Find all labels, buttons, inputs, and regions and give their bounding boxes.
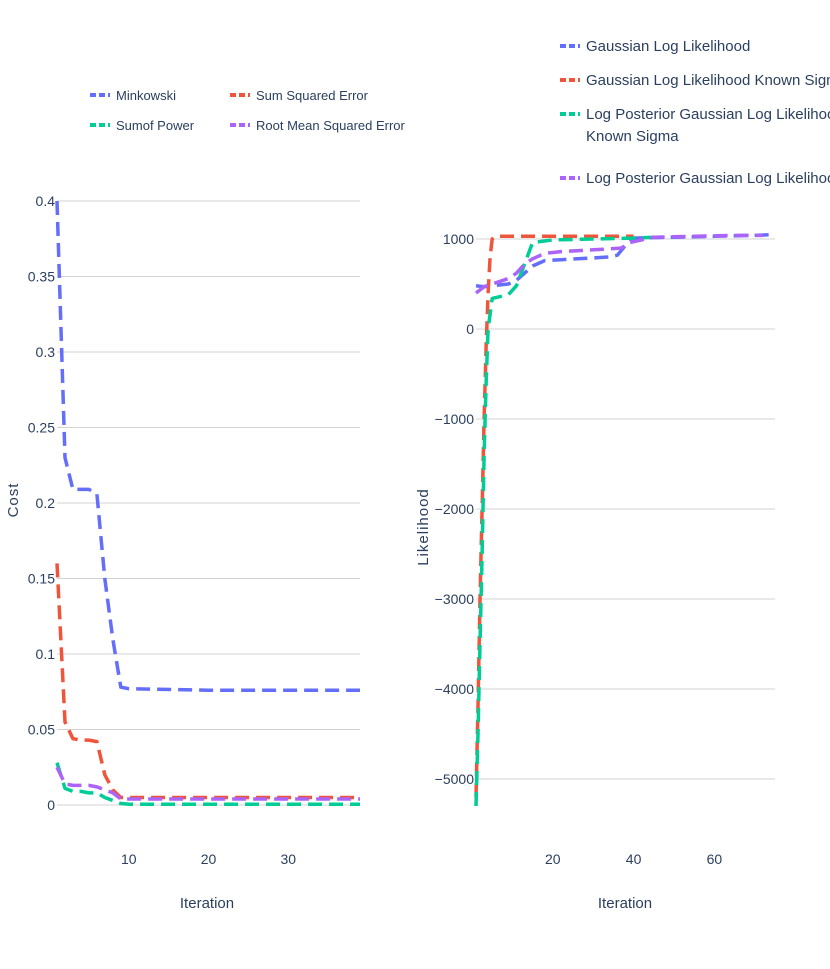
right-series-line <box>474 235 654 807</box>
right-x-ticks: 20 40 60 <box>545 851 722 867</box>
right-y-tick-label: −5000 <box>435 771 475 787</box>
right-legend-label: Log Posterior Gaussian Log Likelihood <box>586 170 830 187</box>
right-y-tick-label: −1000 <box>435 411 475 427</box>
left-legend-label: Sumof Power <box>116 118 195 133</box>
left-y-ticks: 0 0.05 0.1 0.15 0.2 0.25 0.3 0.35 0.4 <box>28 193 55 813</box>
left-grid <box>57 200 360 806</box>
right-y-tick-label: 1000 <box>443 231 474 247</box>
left-y-tick-label: 0.35 <box>28 269 55 285</box>
left-y-tick-label: 0.3 <box>36 344 56 360</box>
right-series-line <box>474 233 763 295</box>
right-legend-label: Gaussian Log Likelihood <box>586 38 750 55</box>
left-x-tick-label: 20 <box>201 851 217 867</box>
left-x-tick-label: 10 <box>121 851 137 867</box>
right-series <box>474 232 776 807</box>
right-x-tick-label: 40 <box>626 851 642 867</box>
left-legend: Minkowski Sum Squared Error Sumof Power Roo… <box>90 88 406 133</box>
right-x-tick-label: 20 <box>545 851 561 867</box>
left-y-tick-label: 0 <box>47 797 55 813</box>
left-y-tick-label: 0.1 <box>36 646 56 662</box>
left-x-tick-label: 30 <box>280 851 296 867</box>
left-series-line <box>55 200 360 692</box>
right-legend-label: Gaussian Log Likelihood Known Sigma <box>586 72 830 89</box>
right-y-tick-label: −4000 <box>435 681 475 697</box>
left-y-tick-label: 0.15 <box>28 571 55 587</box>
left-legend-label: Minkowski <box>116 88 176 103</box>
left-y-tick-label: 0.25 <box>28 420 55 436</box>
left-legend-label: Sum Squared Error <box>256 88 369 103</box>
left-y-tick-label: 0.4 <box>36 193 56 209</box>
left-series-line <box>55 563 360 800</box>
left-y-axis-title: Cost <box>5 483 22 518</box>
right-y-axis-title: Likelihood <box>415 488 432 566</box>
left-legend-label: Root Mean Squared Error <box>256 118 406 133</box>
right-y-tick-label: −2000 <box>435 501 475 517</box>
right-series-line <box>474 234 634 798</box>
left-series-line <box>55 766 360 801</box>
right-x-axis-title: Iteration <box>598 895 652 912</box>
right-y-tick-label: 0 <box>466 321 474 337</box>
left-x-ticks: 10 20 30 <box>121 851 296 867</box>
left-chart: 0 0.05 0.1 0.15 0.2 0.25 0.3 0.35 0.4 10 20 30 Ite… <box>5 88 406 912</box>
right-series-line <box>475 232 776 289</box>
right-legend: Gaussian Log Likelihood Gaussian Log Like… <box>560 38 830 187</box>
left-series <box>55 200 360 806</box>
left-y-tick-label: 0.05 <box>28 722 55 738</box>
right-chart: −5000 −4000 −3000 −2000 −1000 0 1000 20 40 60 It… <box>415 38 830 912</box>
left-series-line <box>55 762 360 806</box>
right-grid <box>476 238 775 780</box>
right-y-ticks: −5000 −4000 −3000 −2000 −1000 0 1000 <box>435 231 475 787</box>
right-x-tick-label: 60 <box>707 851 723 867</box>
right-y-tick-label: −3000 <box>435 591 475 607</box>
right-legend-label: Log Posterior Gaussian Log Likelihood Kno… <box>586 106 830 145</box>
left-x-axis-title: Iteration <box>180 895 234 912</box>
left-y-tick-label: 0.2 <box>36 495 56 511</box>
